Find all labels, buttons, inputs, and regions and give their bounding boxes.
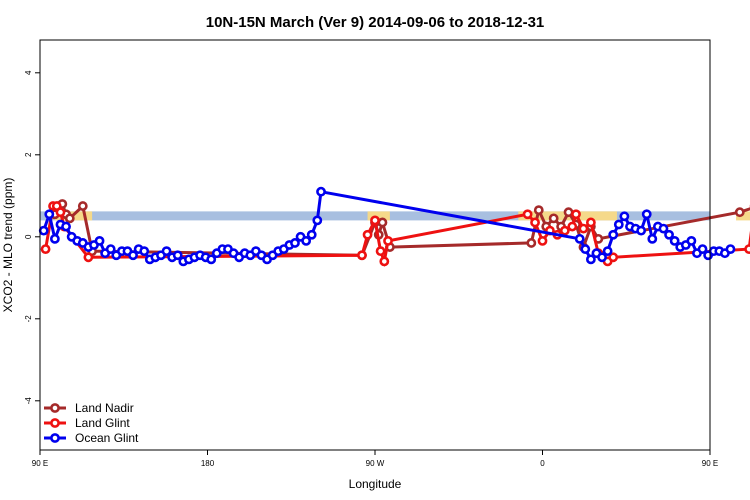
data-point (608, 229, 619, 240)
data-point (383, 235, 393, 246)
series-ocean-glint (38, 186, 736, 267)
legend-item: Land Nadir (44, 401, 134, 415)
x-tick-label: 90 E (702, 459, 718, 468)
data-point (537, 235, 548, 246)
data-point (533, 205, 544, 216)
data-point (206, 254, 217, 265)
data-point (744, 244, 750, 254)
data-point (697, 244, 708, 254)
data-point (377, 217, 388, 228)
chart-title: 10N-15N March (Ver 9) 2014-09-06 to 2018… (206, 14, 545, 31)
legend-item: Ocean Glint (44, 431, 139, 445)
data-point (580, 244, 591, 254)
y-tick-label: 0 (24, 234, 33, 239)
data-point (571, 209, 581, 220)
x-tick-label: 0 (540, 459, 545, 468)
data-point (585, 254, 596, 265)
series-layer (38, 186, 750, 268)
y-tick-label: -2 (24, 315, 33, 323)
data-point (370, 215, 380, 226)
data-point (105, 244, 116, 254)
y-axis: 4 2 0 -2 -4 (24, 70, 40, 404)
data-point (669, 235, 680, 246)
y-tick-label: -4 (24, 397, 33, 405)
data-point (312, 215, 323, 226)
data-point (526, 238, 537, 248)
data-point (49, 233, 60, 244)
data-point (301, 235, 312, 246)
data-point (563, 207, 574, 218)
legend-item: Land Glint (44, 416, 130, 430)
data-point (602, 246, 613, 257)
data-point (619, 211, 630, 222)
data-point (139, 246, 150, 257)
x-tick-label: 90 E (32, 459, 48, 468)
data-point (357, 250, 367, 261)
data-point (641, 209, 652, 220)
data-point (306, 229, 317, 240)
x-tick-label: 90 W (366, 459, 385, 468)
legend-label: Land Glint (75, 416, 130, 430)
x-tick-label: 180 (201, 459, 215, 468)
legend-swatch-marker (50, 433, 60, 443)
y-tick-label: 4 (24, 70, 33, 75)
data-point (559, 225, 570, 236)
data-point (585, 217, 596, 228)
data-point (362, 229, 373, 240)
land-band-segment (736, 211, 750, 221)
data-point (686, 235, 697, 246)
legend-label: Land Nadir (75, 401, 134, 415)
data-point (522, 209, 533, 220)
data-point (61, 221, 71, 232)
data-point (64, 213, 75, 224)
data-point (83, 252, 94, 263)
data-point (636, 225, 647, 236)
data-point (38, 225, 49, 236)
data-point (94, 235, 105, 246)
data-point (578, 223, 589, 234)
data-point (40, 244, 51, 254)
legend-swatch-marker (50, 418, 60, 428)
data-point (55, 207, 66, 218)
data-point (161, 246, 172, 257)
data-point (172, 250, 183, 261)
data-point (290, 238, 300, 248)
y-tick-label: 2 (24, 152, 33, 157)
data-point (77, 201, 88, 211)
data-point (725, 244, 736, 254)
data-point (664, 229, 674, 240)
series-line (44, 204, 750, 268)
data-point (608, 252, 619, 263)
data-point (128, 250, 138, 261)
data-point (658, 223, 669, 234)
data-point (375, 246, 386, 257)
data-point (316, 186, 326, 197)
data-point (379, 256, 390, 267)
legend-label: Ocean Glint (75, 431, 139, 445)
data-point (597, 252, 607, 263)
data-point (574, 233, 585, 244)
data-point (548, 213, 559, 224)
y-axis-title: XCO2 - MLO trend (ppm) (1, 178, 15, 313)
data-point (613, 219, 624, 230)
data-point (647, 233, 658, 244)
data-point (734, 207, 745, 218)
legend-swatch-marker (50, 403, 60, 413)
land-band-segment (367, 211, 390, 221)
data-point (567, 221, 578, 232)
x-axis-title: Longitude (349, 477, 402, 491)
x-axis: 90 E 180 90 W 0 90 E (32, 450, 718, 468)
data-point (530, 217, 540, 228)
data-point (44, 209, 55, 220)
